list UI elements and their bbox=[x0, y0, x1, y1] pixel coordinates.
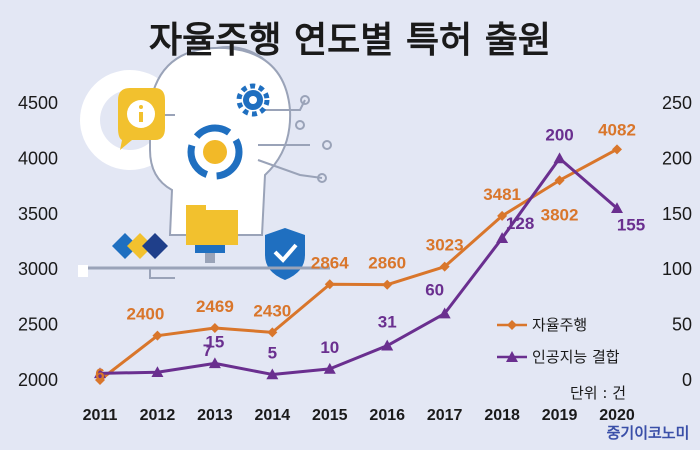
x-tick-label: 2013 bbox=[197, 407, 233, 424]
x-tick-label: 2011 bbox=[83, 407, 118, 424]
y-left-tick-label: 3000 bbox=[18, 259, 58, 279]
y-right-tick-label: 150 bbox=[662, 204, 692, 224]
data-point bbox=[208, 357, 221, 369]
data-label: 15 bbox=[205, 332, 224, 351]
axes: 2000 2500 3000 3500 4000 4500 0 50 100 150 200 250 2… bbox=[18, 93, 692, 424]
data-point bbox=[381, 339, 394, 351]
legend-marker bbox=[507, 320, 517, 330]
x-tick-label: 2016 bbox=[369, 407, 405, 424]
data-label: 3802 bbox=[541, 205, 579, 224]
data-point bbox=[611, 202, 623, 214]
x-tick-label: 2012 bbox=[140, 407, 176, 424]
data-label: 4082 bbox=[598, 120, 636, 139]
data-label: 6 bbox=[95, 365, 104, 384]
x-tick-label: 2017 bbox=[427, 407, 463, 424]
y-right-tick-label: 200 bbox=[662, 148, 692, 168]
data-label: 5 bbox=[268, 343, 277, 362]
y-left-tick-label: 4500 bbox=[18, 93, 58, 113]
legend-label: 인공지능 결합 bbox=[532, 348, 620, 366]
data-label: 2430 bbox=[253, 301, 291, 320]
data-label: 3481 bbox=[483, 185, 521, 204]
data-point bbox=[496, 232, 509, 243]
series-line-ai-combined bbox=[99, 156, 618, 376]
data-label: 2864 bbox=[311, 253, 349, 272]
data-point bbox=[439, 261, 450, 272]
data-point bbox=[438, 307, 451, 319]
data-point bbox=[152, 330, 163, 341]
data-point bbox=[554, 175, 565, 186]
brand-logo: 중기이코노미 bbox=[607, 424, 690, 442]
data-label: 31 bbox=[378, 313, 397, 332]
y-left-tick-label: 2000 bbox=[18, 370, 58, 390]
y-right-tick-label: 50 bbox=[672, 315, 692, 335]
data-point bbox=[324, 279, 335, 290]
x-tick-label: 2014 bbox=[255, 407, 291, 424]
data-label: 2469 bbox=[196, 297, 234, 316]
data-point bbox=[94, 367, 106, 379]
data-point bbox=[267, 327, 278, 338]
data-point bbox=[497, 210, 508, 221]
data-point bbox=[382, 279, 393, 290]
ai-head-icon bbox=[78, 46, 332, 280]
y-left-tick-label: 4000 bbox=[18, 148, 58, 168]
data-point bbox=[266, 368, 279, 380]
legend-marker bbox=[506, 351, 518, 362]
data-label: 155 bbox=[617, 215, 645, 234]
data-label: 10 bbox=[320, 338, 339, 357]
y-right-tick-label: 0 bbox=[682, 370, 692, 390]
data-label: 200 bbox=[545, 125, 573, 144]
x-tick-label: 2019 bbox=[542, 407, 578, 424]
data-label: 60 bbox=[425, 281, 444, 300]
y-right-tick-label: 250 bbox=[662, 93, 692, 113]
unit-label: 단위 : 건 bbox=[570, 384, 626, 402]
y-left-tick-label: 2500 bbox=[18, 315, 58, 335]
data-label: 128 bbox=[506, 214, 534, 233]
data-point bbox=[612, 144, 622, 155]
data-label: 7 bbox=[203, 341, 212, 360]
y-left-tick-label: 3500 bbox=[18, 204, 58, 224]
data-point bbox=[323, 362, 336, 374]
y-right-tick-label: 100 bbox=[662, 259, 692, 279]
chart-title: 자율주행 연도별 특허 출원 bbox=[149, 20, 551, 61]
data-label: 2860 bbox=[368, 254, 406, 273]
data-label: 3023 bbox=[426, 236, 464, 255]
data-point bbox=[553, 152, 566, 164]
data-point bbox=[209, 323, 220, 334]
legend-label: 자율주행 bbox=[532, 316, 587, 334]
data-point bbox=[151, 366, 164, 378]
series-layer bbox=[94, 144, 623, 385]
x-tick-label: 2015 bbox=[312, 407, 348, 424]
x-tick-label: 2018 bbox=[484, 407, 520, 424]
data-label: 2400 bbox=[127, 305, 165, 324]
x-tick-label: 2020 bbox=[599, 407, 635, 424]
